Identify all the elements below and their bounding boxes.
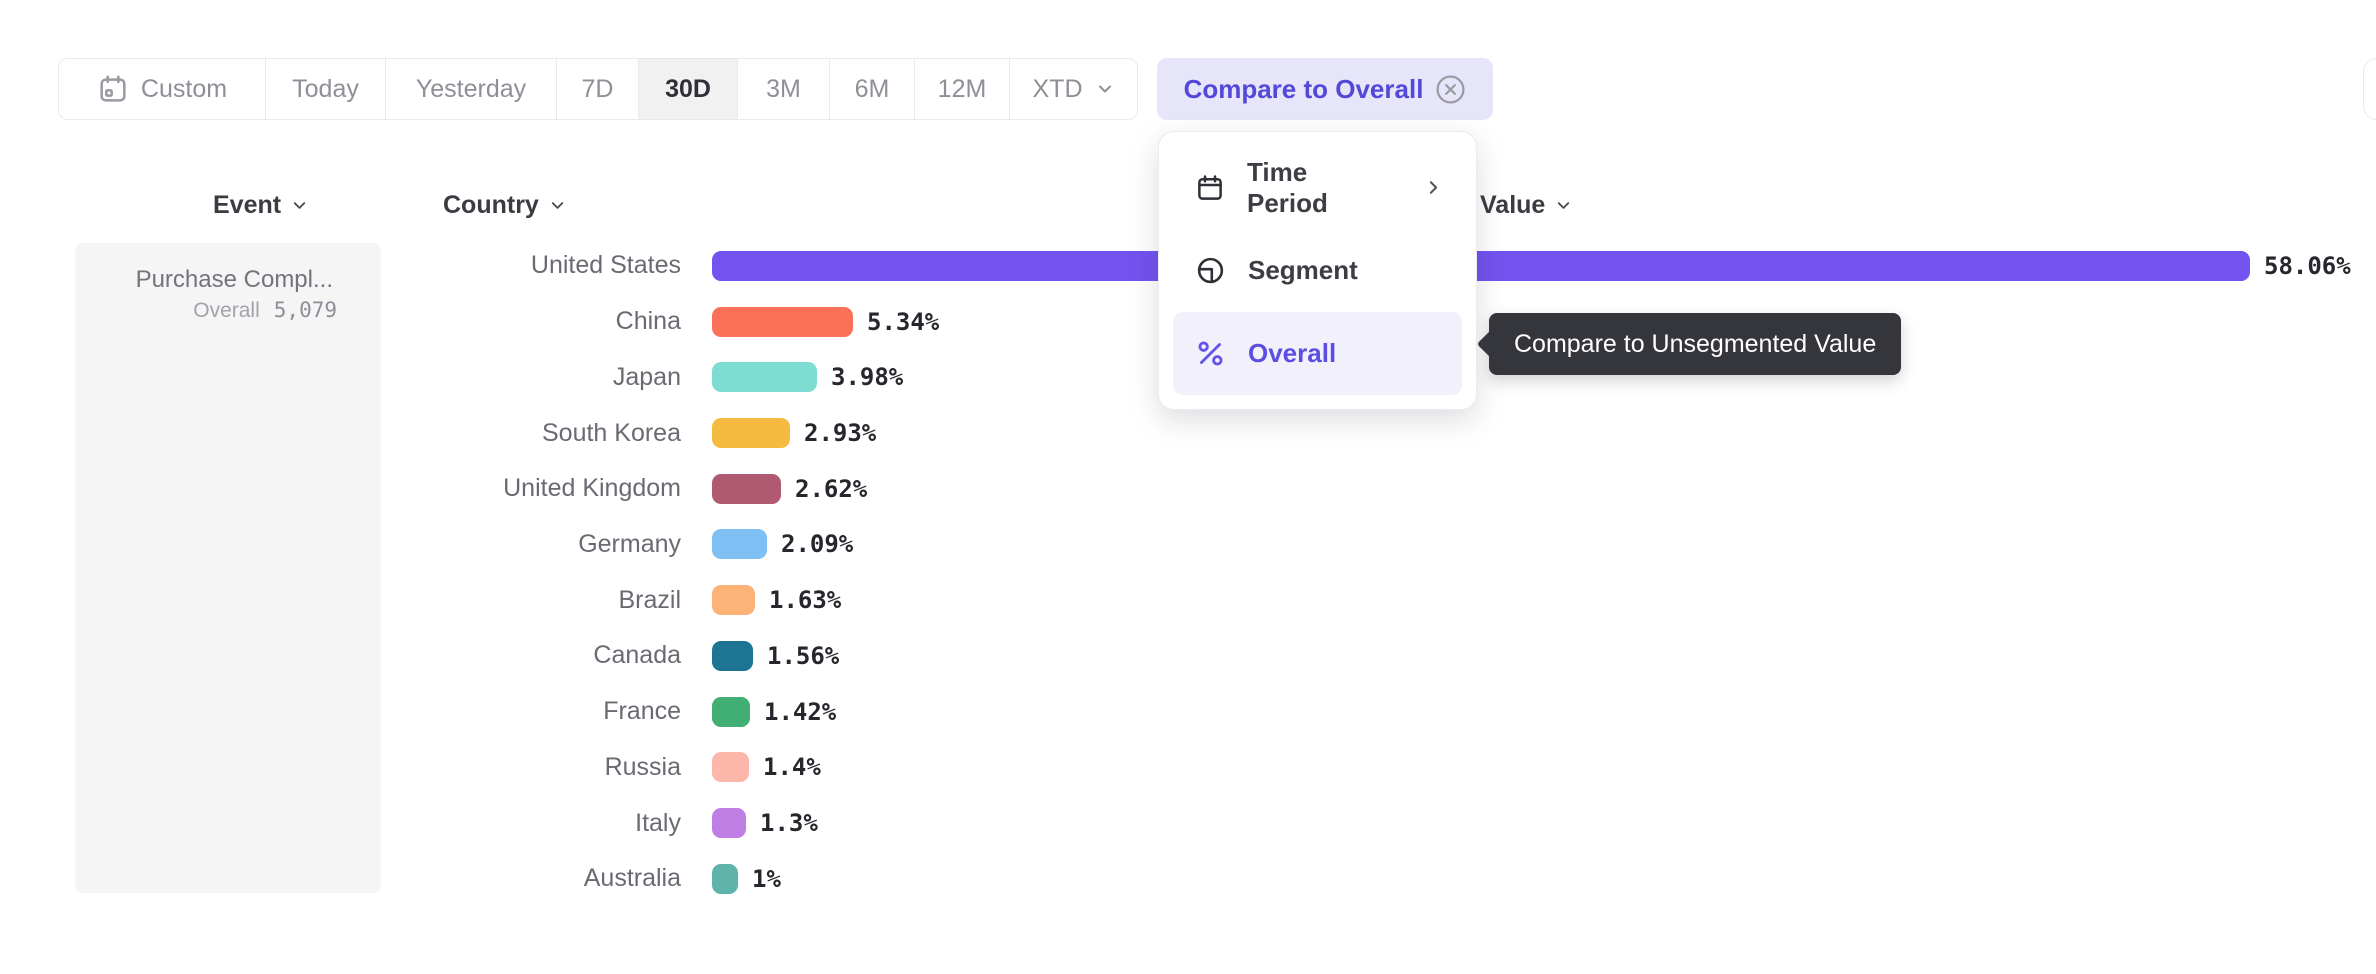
column-header-country[interactable]: Country xyxy=(443,190,567,220)
bar-value-label: 2.62% xyxy=(795,474,868,503)
bar-segment-brazil[interactable] xyxy=(712,585,755,616)
time-range-toolbar: Custom Today Yesterday 7D 30D 3M 6M 12M XTD xyxy=(58,58,1138,120)
bar-category-label: South Korea xyxy=(542,418,681,447)
bar-value-label: 1.63% xyxy=(769,586,842,615)
bar-value-label: 1% xyxy=(752,864,781,893)
bar-value-label: 58.06% xyxy=(2264,251,2351,280)
bar-row-italy: Italy 1.3% xyxy=(0,795,2376,851)
bar-segment-germany[interactable] xyxy=(712,529,767,560)
bar-category-label: Germany xyxy=(578,529,681,558)
chevron-down-icon xyxy=(551,201,564,209)
menu-item-label: Overall xyxy=(1248,338,1337,368)
bar-category-label: United States xyxy=(530,251,681,280)
bar-row-france: France 1.42% xyxy=(0,684,2376,740)
time-range-yesterday[interactable]: Yesterday xyxy=(386,59,557,119)
chevron-down-icon xyxy=(293,201,306,209)
bar-segment-australia[interactable] xyxy=(712,863,738,894)
chevron-right-icon xyxy=(1429,181,1438,194)
bar-category-label: France xyxy=(603,697,681,726)
bar-value-label: 1.56% xyxy=(767,641,840,670)
event-cell-panel[interactable]: Purchase Compl... Overall 5,079 xyxy=(75,243,381,893)
bar-row-russia: Russia 1.4% xyxy=(0,739,2376,795)
time-range-6m[interactable]: 6M xyxy=(830,59,915,119)
time-range-label: 3M xyxy=(766,74,801,103)
column-header-event-label: Event xyxy=(213,190,282,219)
bar-segment-russia[interactable] xyxy=(712,752,749,783)
menu-item-time-period[interactable]: Time Period xyxy=(1173,146,1462,229)
time-range-3m[interactable]: 3M xyxy=(738,59,830,119)
bar-category-label: Japan xyxy=(612,362,681,391)
bar-row-south-korea: South Korea 2.93% xyxy=(0,405,2376,461)
menu-item-label: Segment xyxy=(1248,255,1358,285)
bar-value-label: 2.09% xyxy=(781,530,854,559)
time-range-30d[interactable]: 30D xyxy=(639,59,738,119)
column-header-event[interactable]: Event xyxy=(213,190,309,220)
time-range-custom[interactable]: Custom xyxy=(59,59,266,119)
bar-value-label: 2.93% xyxy=(804,419,877,448)
column-header-value-label: Value xyxy=(1480,190,1546,219)
bar-value-label: 1.42% xyxy=(764,697,837,726)
time-range-label: 7D xyxy=(581,74,614,103)
bar-category-label: Russia xyxy=(604,752,681,781)
time-range-label: 30D xyxy=(665,74,711,103)
column-header-country-label: Country xyxy=(443,190,539,219)
overall-label: Overall xyxy=(193,299,260,322)
time-range-label: Yesterday xyxy=(415,74,527,103)
bar-value-label: 5.34% xyxy=(867,307,940,336)
bar-segment-south-korea[interactable] xyxy=(712,418,790,449)
compare-dropdown-menu: Time Period Segment Overall xyxy=(1158,131,1477,410)
bar-category-label: Italy xyxy=(635,808,681,837)
menu-item-overall[interactable]: Overall xyxy=(1173,312,1462,395)
bar-segment-united-kingdom[interactable] xyxy=(712,473,781,504)
chevron-down-icon xyxy=(1558,201,1570,209)
time-range-label: Today xyxy=(292,74,359,103)
tooltip: Compare to Unsegmented Value xyxy=(1476,313,1902,375)
bar-row-china: China 5.34% xyxy=(0,294,2376,350)
bar-row-united-states: United States 58.06% xyxy=(0,238,2376,294)
menu-item-segment[interactable]: Segment xyxy=(1173,229,1462,312)
event-name[interactable]: Purchase Compl... xyxy=(135,266,333,293)
bar-segment-united-states[interactable] xyxy=(712,250,2250,281)
bar-row-australia: Australia 1% xyxy=(0,851,2376,907)
bar-value-label: 1.4% xyxy=(763,753,821,782)
event-overall-row: Overall 5,079 xyxy=(193,298,337,323)
bar-category-label: Brazil xyxy=(618,585,681,614)
bar-category-label: Canada xyxy=(593,641,681,670)
bar-row-canada: Canada 1.56% xyxy=(0,628,2376,684)
time-range-12m[interactable]: 12M xyxy=(915,59,1010,119)
compare-chip-label: Compare to Overall xyxy=(1183,73,1424,104)
bar-segment-italy[interactable] xyxy=(712,808,746,839)
bar-row-germany: Germany 2.09% xyxy=(0,517,2376,573)
bar-category-label: United Kingdom xyxy=(503,474,681,503)
bar-segment-japan[interactable] xyxy=(712,362,817,393)
time-range-label: XTD xyxy=(1032,74,1083,103)
time-range-label: 12M xyxy=(937,74,987,103)
menu-item-label: Time Period xyxy=(1247,156,1328,218)
bar-value-label: 3.98% xyxy=(831,363,904,392)
time-range-today[interactable]: Today xyxy=(266,59,386,119)
bar-category-label: China xyxy=(615,307,681,336)
tooltip-text: Compare to Unsegmented Value xyxy=(1514,329,1877,358)
bar-segment-canada[interactable] xyxy=(712,640,753,671)
time-range-label: 6M xyxy=(854,74,890,103)
compare-to-overall-chip[interactable]: Compare to Overall xyxy=(1157,58,1493,120)
remove-compare-icon[interactable] xyxy=(1435,74,1466,105)
column-header-value[interactable]: Value xyxy=(1480,190,1573,220)
bar-row-united-kingdom: United Kingdom 2.62% xyxy=(0,461,2376,517)
time-range-label: Custom xyxy=(140,74,228,103)
overall-value: 5,079 xyxy=(273,298,337,322)
time-range-xtd[interactable]: XTD xyxy=(1010,59,1137,119)
bar-row-japan: Japan 3.98% xyxy=(0,349,2376,405)
bar-row-brazil: Brazil 1.63% xyxy=(0,572,2376,628)
offscreen-edge-button[interactable] xyxy=(2363,58,2376,120)
bar-segment-china[interactable] xyxy=(712,306,853,337)
bar-value-label: 1.3% xyxy=(760,809,818,838)
bar-segment-france[interactable] xyxy=(712,696,750,727)
bar-category-label: Australia xyxy=(583,864,681,893)
bar-chart: United States 58.06% China 5.34% Japan 3.98% S… xyxy=(0,238,2376,907)
time-range-7d[interactable]: 7D xyxy=(557,59,639,119)
